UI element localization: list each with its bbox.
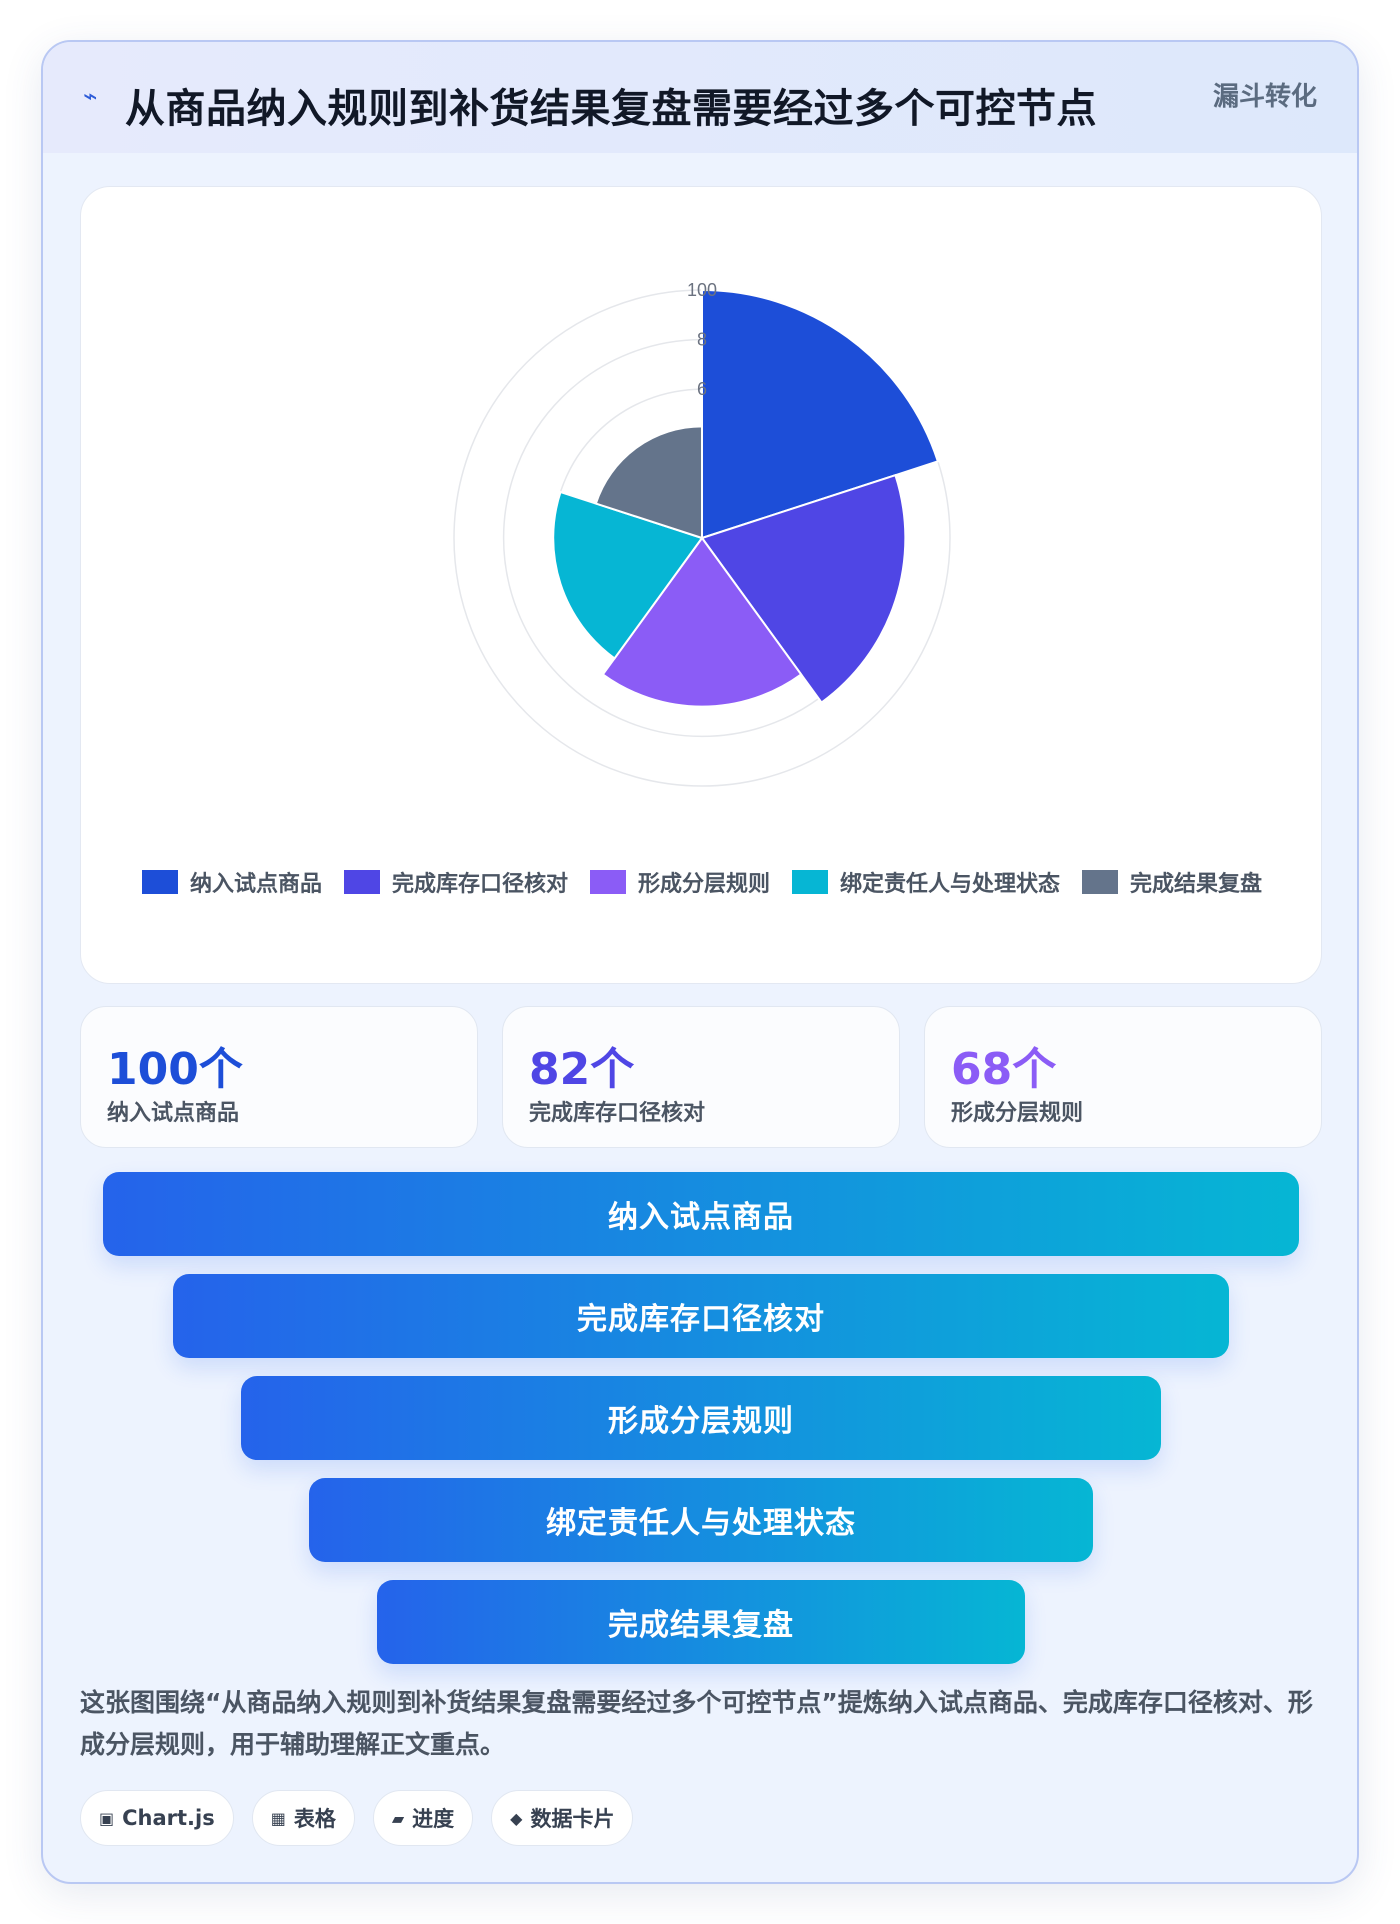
legend-swatch [589,870,626,894]
infographic-card: ⌁ 从商品纳入规则到补货结果复盘需要经过多个可控节点 漏斗转化 100 8 6 纳入… [41,40,1359,1884]
stat-card: 82个 完成库存口径核对 [502,1006,900,1148]
legend-swatch [1082,870,1119,894]
chip-label: 进度 [412,1807,455,1831]
funnel-step: 绑定责任人与处理状态 [309,1478,1093,1562]
funnel-step-label: 完成库存口径核对 [577,1302,825,1337]
stat-label: 形成分层规则 [951,1101,1084,1126]
polar-sector[interactable] [701,288,940,540]
funnel-step: 纳入试点商品 [103,1172,1299,1256]
funnel-step-label: 绑定责任人与处理状态 [546,1506,856,1541]
funnel-step: 完成结果复盘 [377,1580,1025,1664]
polar-sector[interactable] [594,425,703,540]
legend-label: 形成分层规则 [637,872,770,897]
radial-tick-label: 100 [687,280,717,300]
radial-tick-label: 6 [697,379,707,399]
funnel-step-label: 形成分层规则 [608,1404,794,1439]
stat-value: 82个 [529,1044,635,1095]
legend-label: 纳入试点商品 [189,872,322,897]
progress-icon: ▰ [391,1808,405,1828]
stat-value: 100个 [107,1044,243,1095]
chart-description: 这张图围绕“从商品纳入规则到补货结果复盘需要经过多个可控节点”提炼纳入试点商品、… [80,1688,1313,1759]
legend-swatch [343,870,380,894]
legend-swatch [792,870,828,894]
funnel-step: 完成库存口径核对 [173,1274,1229,1358]
chip-table[interactable]: ▦ 表格 [251,1790,355,1846]
chip-data-card[interactable]: ◆ 数据卡片 [491,1790,634,1846]
funnel-step-label: 完成结果复盘 [608,1608,794,1643]
table-icon: ▦ [270,1808,286,1828]
funnel-step: 形成分层规则 [241,1376,1161,1460]
page-title: 从商品纳入规则到补货结果复盘需要经过多个可控节点 [125,86,1097,132]
legend-label: 绑定责任人与处理状态 [840,872,1061,897]
stat-value: 68个 [951,1044,1057,1095]
lightning-icon: ⌁ [83,82,98,110]
category-tag: 漏斗转化 [1212,82,1317,112]
polar-sector[interactable] [700,473,907,704]
legend-label: 完成结果复盘 [1130,872,1263,897]
polar-sector[interactable] [552,490,704,660]
legend-item[interactable]: 纳入试点商品 [141,867,322,897]
polar-sector[interactable] [601,536,803,708]
card-icon: ◆ [510,1808,523,1828]
chip-label: Chart.js [122,1806,215,1830]
legend-item[interactable]: 绑定责任人与处理状态 [792,867,1060,897]
chart-icon: ▣ [99,1808,115,1828]
legend-swatch [141,870,178,894]
chip-chartjs[interactable]: ▣ Chart.js [80,1790,234,1846]
stat-card: 68个 形成分层规则 [924,1006,1322,1148]
card-header: ⌁ 从商品纳入规则到补货结果复盘需要经过多个可控节点 漏斗转化 [43,42,1357,153]
legend-item[interactable]: 完成结果复盘 [1082,867,1262,897]
legend-label: 完成库存口径核对 [391,872,568,897]
chart-panel: 100 8 6 纳入试点商品 完成库存口径核对 形成分层规则 绑定责任人与处理状态 完成结果… [80,186,1322,984]
feature-chips: ▣ Chart.js ▦ 表格 ▰ 进度 ◆ 数据卡片 [80,1790,634,1846]
stat-label: 完成库存口径核对 [529,1101,706,1126]
stat-label: 纳入试点商品 [107,1101,240,1126]
legend-item[interactable]: 形成分层规则 [589,867,770,897]
chart-legend: 纳入试点商品 完成库存口径核对 形成分层规则 绑定责任人与处理状态 完成结果复盘 [141,867,1263,897]
chip-label: 表格 [293,1807,336,1831]
stat-card: 100个 纳入试点商品 [80,1006,478,1148]
funnel-step-label: 纳入试点商品 [608,1200,794,1235]
chip-progress[interactable]: ▰ 进度 [372,1790,474,1846]
stat-cards: 100个 纳入试点商品 82个 完成库存口径核对 68个 形成分层规则 [80,1006,1322,1148]
chip-label: 数据卡片 [530,1807,615,1831]
legend-item[interactable]: 完成库存口径核对 [343,867,568,897]
polar-area-chart: 100 8 6 [453,280,951,787]
radial-tick-label: 8 [697,330,707,350]
